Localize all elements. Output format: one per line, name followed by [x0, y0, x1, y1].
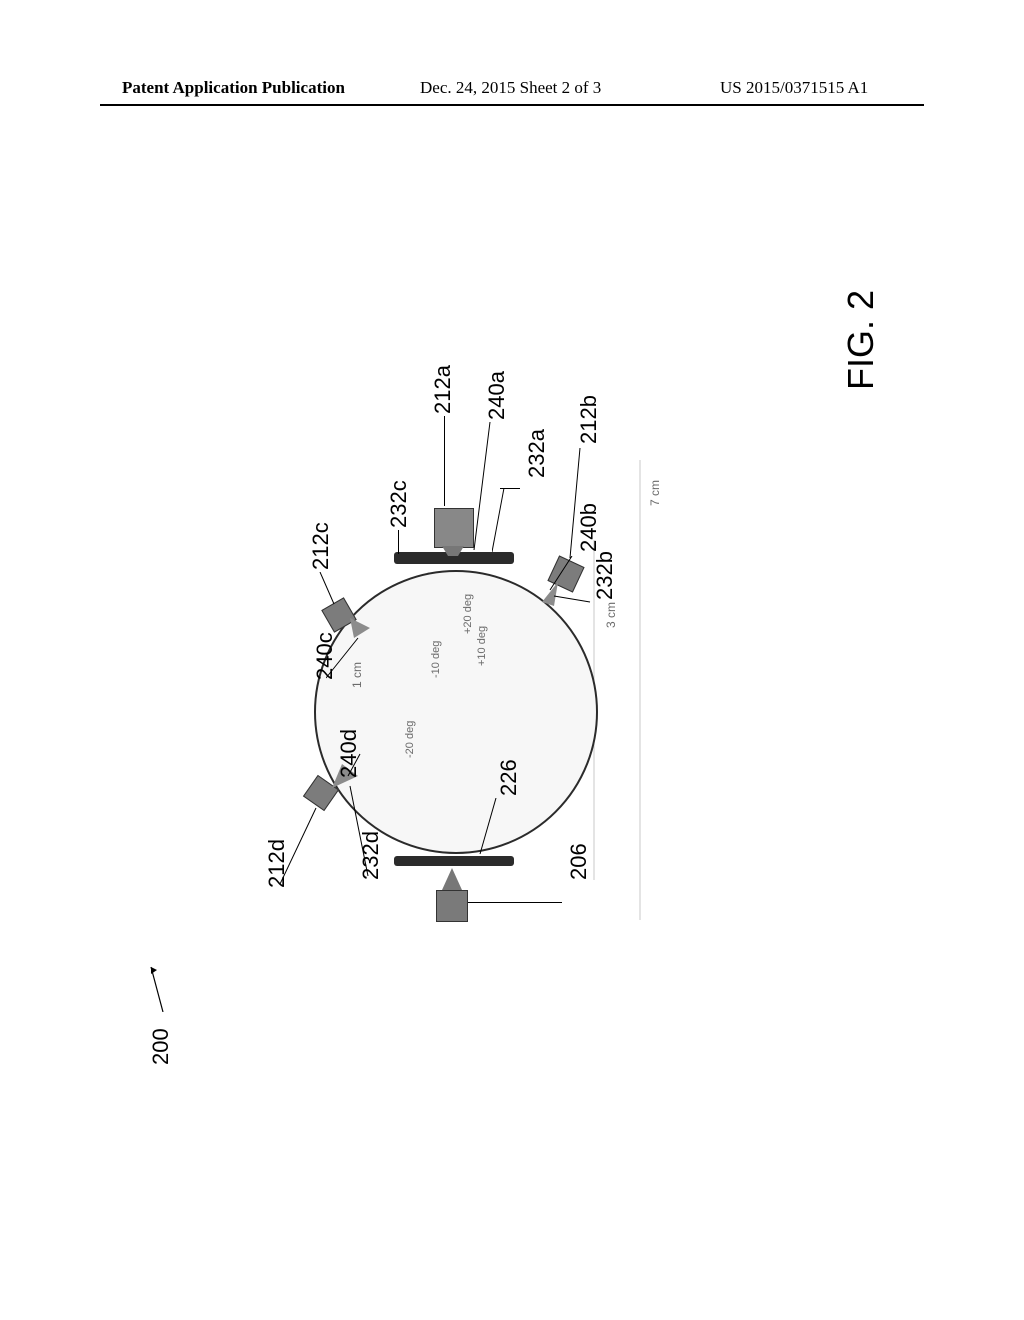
wedge-bottom: [440, 868, 464, 892]
dist-7cm: 7 cm: [648, 480, 662, 506]
bar-bottom: [394, 856, 514, 866]
block-206: [436, 890, 468, 922]
patent-page: Patent Application Publication Dec. 24, …: [0, 0, 1024, 1320]
angle-pos10: +10 deg: [476, 626, 488, 666]
leader-212a: [444, 416, 445, 506]
leader-240b: [548, 556, 574, 592]
dist-3cm: 3 cm: [604, 602, 618, 628]
leader-226: [478, 798, 498, 856]
leader-212c: [318, 572, 338, 606]
label-226: 226: [496, 759, 522, 796]
label-206: 206: [566, 843, 592, 880]
label-212c: 212c: [308, 522, 334, 570]
label-240b: 240b: [576, 503, 602, 552]
leader-206: [468, 902, 562, 903]
leader-232c: [398, 530, 399, 554]
angle-pos20: +20 deg: [462, 594, 474, 634]
leader-240d: [346, 752, 366, 778]
leader-232a-2: [492, 488, 512, 554]
header-mid: Dec. 24, 2015 Sheet 2 of 3: [420, 78, 601, 98]
label-212b: 212b: [576, 395, 602, 444]
header-left: Patent Application Publication: [122, 78, 345, 98]
leader-240c: [326, 636, 366, 680]
label-240a: 240a: [484, 371, 510, 420]
leader-232d: [348, 784, 372, 878]
label-212a: 212a: [430, 365, 456, 414]
label-232c: 232c: [386, 480, 412, 528]
angle-neg10: -10 deg: [430, 641, 442, 678]
leader-232b: [552, 592, 592, 608]
leader-212d: [280, 806, 320, 886]
header-rule: [100, 104, 924, 106]
header-right: US 2015/0371515 A1: [720, 78, 868, 98]
figure-area: 200 FIG. 2: [0, 160, 1024, 1160]
label-232b: 232b: [592, 551, 618, 600]
label-232a: 232a: [524, 429, 550, 478]
wedge-top: [438, 546, 468, 556]
block-212a: [434, 508, 474, 548]
angle-neg20: -20 deg: [404, 721, 416, 758]
